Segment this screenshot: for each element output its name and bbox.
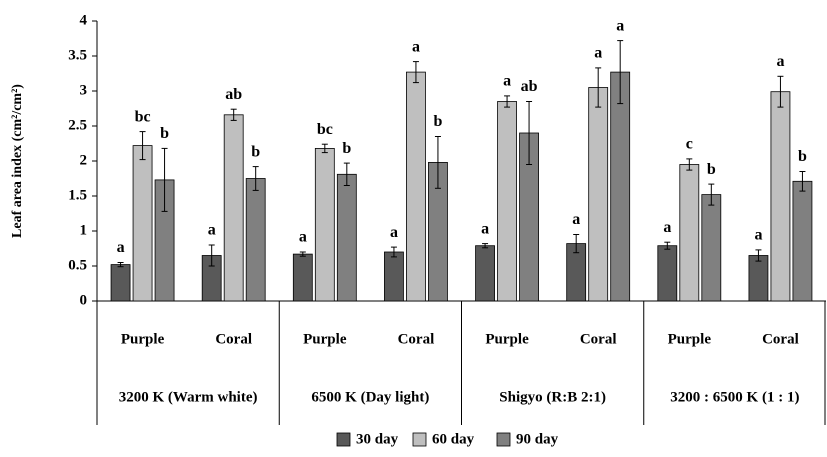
bar (132, 145, 153, 302)
significance-letter: a (572, 211, 580, 228)
significance-letter: a (776, 53, 784, 70)
legend-label: 30 day (356, 431, 399, 447)
bar (245, 178, 266, 302)
bar (384, 251, 404, 302)
bar (475, 245, 495, 302)
bar (657, 245, 678, 302)
bar (292, 253, 313, 302)
y-tick-label: 2.5 (68, 117, 87, 133)
legend-swatch (412, 432, 427, 447)
bar (336, 173, 357, 302)
x-tick-label: Coral (580, 331, 617, 347)
significance-letter: b (251, 143, 260, 160)
significance-letter: a (481, 220, 489, 237)
group-label: 6500 K (Day light) (311, 389, 429, 405)
x-tick-label: Purple (121, 331, 165, 347)
x-tick-label: Coral (398, 331, 435, 347)
y-tick-label: 3 (80, 82, 88, 98)
group-label: 3200 K (Warm white) (119, 389, 258, 405)
significance-letter: a (616, 17, 624, 34)
significance-letter: ab (225, 86, 242, 103)
x-tick-label: Purple (303, 331, 347, 347)
significance-letter: b (798, 148, 807, 165)
group-label: 3200 : 6500 K (1 : 1) (670, 389, 799, 405)
y-tick-label: 1 (80, 222, 88, 238)
y-tick-label: 1.5 (68, 187, 87, 203)
significance-letter: a (117, 239, 125, 256)
legend-label: 90 day (516, 431, 559, 447)
bar (406, 71, 426, 302)
bar (497, 101, 517, 302)
y-tick-label: 0 (80, 292, 88, 308)
significance-letter: c (686, 136, 693, 153)
y-tick-label: 3.5 (68, 47, 87, 63)
significance-letter: a (390, 224, 398, 241)
significance-letter: a (208, 222, 216, 239)
x-tick-label: Coral (762, 331, 799, 347)
bar (792, 180, 813, 302)
y-tick-label: 0.5 (68, 257, 87, 273)
legend-swatch (496, 432, 511, 447)
significance-letter: bc (317, 121, 333, 138)
y-tick-label: 4 (80, 12, 88, 28)
significance-letter: a (663, 219, 671, 236)
x-tick-label: Coral (215, 331, 252, 347)
significance-letter: a (299, 229, 307, 246)
significance-letter: a (754, 227, 762, 244)
significance-letter: b (707, 161, 716, 178)
bar (223, 114, 244, 302)
bar (748, 255, 769, 302)
bar (679, 164, 700, 302)
y-axis-label: Leaf area index (cm²/cm²) (10, 84, 25, 238)
significance-letter: a (594, 45, 602, 62)
bar (770, 91, 791, 302)
significance-letter: b (433, 113, 442, 130)
significance-letter: bc (135, 108, 151, 125)
significance-letter: b (342, 140, 351, 157)
bar (110, 264, 131, 302)
significance-letter: a (503, 73, 511, 90)
x-tick-label: Purple (668, 331, 712, 347)
bar (701, 194, 722, 302)
bar (610, 71, 631, 302)
legend-label: 60 day (432, 431, 475, 447)
legend-swatch (336, 432, 351, 447)
group-label: Shigyo (R:B 2:1) (499, 389, 606, 405)
x-tick-label: Purple (485, 331, 529, 347)
significance-letter: b (160, 125, 169, 142)
bar (588, 87, 609, 302)
significance-letter: a (412, 38, 420, 55)
bar (314, 147, 335, 302)
significance-letter: ab (521, 78, 538, 95)
y-tick-label: 2 (80, 152, 88, 168)
